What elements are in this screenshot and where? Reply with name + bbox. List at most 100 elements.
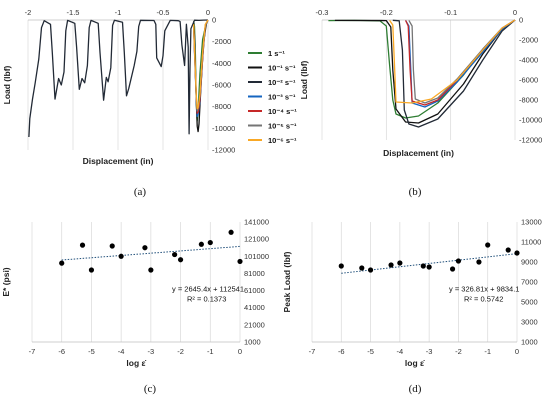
trendline-r-squared: R² = 0.5742 [464,295,503,304]
y-axis-title: E* (psi) [1,267,11,296]
data-point [476,259,482,265]
x-tick-label: -7 [29,347,36,356]
x-tick-label: 0 [206,8,210,17]
x-axis-title: log ε̇ [405,358,425,368]
y-tick-label: -12000 [519,136,542,145]
y-tick-label: -10000 [212,124,235,133]
y-tick-label: 61000 [244,286,265,295]
data-point [426,264,432,270]
y-tick-label: 41000 [244,303,265,312]
x-tick-label: -4 [118,347,125,356]
x-axis-title: Displacement (in) [383,148,454,158]
series-line [328,19,516,119]
y-tick-label: -2000 [519,36,538,45]
data-point [514,250,520,256]
trendline-equation: y = 326.81x + 9834.1 [449,285,519,294]
legend-label: 10⁻³ s⁻¹ [268,93,296,102]
y-axis-title: Load (lbf) [299,60,309,99]
data-point [109,243,115,249]
x-tick-label: 0 [513,8,517,17]
x-tick-label: -7 [309,347,316,356]
x-tick-label: -6 [338,347,345,356]
y-tick-label: 11000 [521,238,541,247]
x-tick-label: 0 [515,347,519,356]
y-tick-label: 5000 [521,298,538,307]
data-point [359,265,365,271]
data-point [198,241,204,247]
x-tick-label: -6 [58,347,65,356]
data-point [338,263,344,269]
series-line [405,19,516,108]
x-tick-label: -1 [207,347,214,356]
panel-label-b: (b) [409,186,422,198]
x-tick-label: 0 [238,347,242,356]
y-axis-title: Load (lbf) [2,65,12,104]
x-tick-label: -3 [426,347,433,356]
y-tick-label: 13000 [521,218,542,227]
y-tick-label: -6000 [519,76,538,85]
y-tick-label: 1000 [244,338,261,347]
chart-panel-d: -7 -6 -5 -4 -3 -2 -1 01000 3000 5000 7000 9000 11000… [282,218,542,369]
y-tick-label: -4000 [212,59,231,68]
data-point [148,267,154,273]
data-point [455,258,462,264]
x-tick-label: -4 [397,347,404,356]
data-point [172,251,178,258]
data-point [88,267,95,273]
chart-legend: 1 s⁻¹ 10⁻¹ s⁻¹ 10⁻² s⁻¹ 10⁻³ s⁻¹ 10⁻⁴ s⁻¹ 10⁻… [248,49,297,145]
data-point [79,242,86,248]
data-point [367,267,374,273]
y-tick-label: 21000 [244,320,265,329]
x-tick-label: -2 [177,347,184,356]
data-point [177,257,184,263]
y-tick-label: -6000 [212,81,231,90]
x-tick-label: -0.2 [380,8,393,17]
series-line [334,19,516,124]
series-line [389,19,516,104]
chart-panel-a: -2 -1.5 -1 -0.5 00 -2000 -4000 -6000 -8000 -10000… [2,8,235,166]
x-tick-label: -3 [148,347,155,356]
data-point [59,260,65,266]
chart-panel-c: -7 -6 -5 -4 -3 -2 -1 01000 21000 41000 61000 81000 1… [1,218,269,369]
series-line [392,19,516,128]
panel-label-c: (c) [144,383,157,395]
data-point [237,258,243,265]
legend-label: 10⁻² s⁻¹ [268,78,296,87]
x-tick-label: -5 [88,347,95,356]
y-tick-label: 3000 [521,318,538,327]
data-point [397,260,403,266]
y-tick-label: -4000 [519,56,538,65]
y-tick-label: 0 [519,16,523,25]
data-point [485,242,491,248]
x-tick-label: -1.5 [67,8,80,17]
trendline-equation: y = 2645.4x + 112541 [172,285,244,294]
data-point [228,229,234,235]
y-tick-label: 1000 [521,338,538,347]
y-tick-label: -12000 [212,146,235,155]
x-tick-label: -2 [455,347,462,356]
data-point [142,245,148,251]
y-tick-label: -2000 [212,37,231,46]
x-tick-label: -1 [115,8,122,17]
legend-label: 1 s⁻¹ [268,49,285,58]
x-tick-label: -5 [367,347,374,356]
x-tick-label: -0.3 [316,8,329,17]
y-tick-label: 81000 [244,269,265,278]
panel-label-a: (a) [134,186,147,198]
y-tick-label: 101000 [244,252,269,261]
data-point [420,263,426,269]
trendline-r-squared: R² = 0.1373 [187,295,226,304]
series-line [192,19,209,110]
x-tick-label: -2 [25,8,32,17]
trendline [341,253,518,274]
y-tick-label: 9000 [521,258,538,267]
data-point [505,247,511,253]
x-tick-label: -0.5 [157,8,170,17]
chart-panel-b: -0.3 -0.2 -0.1 00 -2000 -4000 -6000 -8000 -10000… [299,8,542,158]
legend-label: 10⁻¹ s⁻¹ [268,64,296,73]
x-tick-label: -0.1 [444,8,457,17]
y-tick-label: -10000 [519,116,542,125]
x-axis-title: Displacement (in) [83,156,154,166]
legend-label: 10⁻⁴ s⁻¹ [268,107,297,116]
